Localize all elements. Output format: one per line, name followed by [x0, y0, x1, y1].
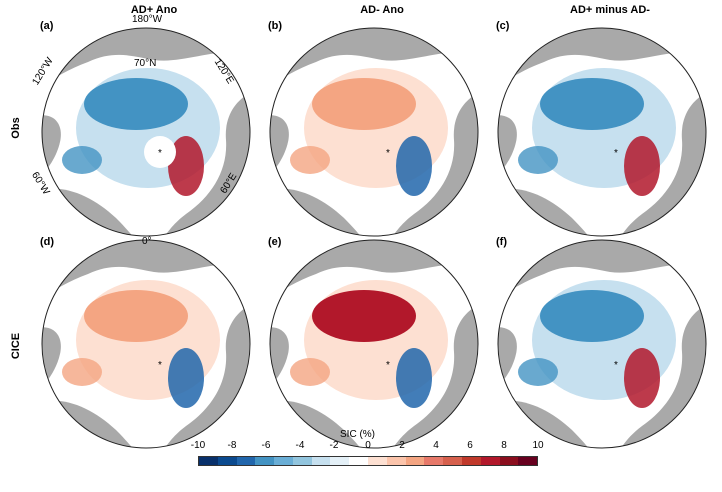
panel-label-d: (d) [40, 236, 55, 248]
map-boundary [497, 27, 707, 237]
colorbar [198, 456, 538, 466]
pole-marker: * [386, 360, 390, 371]
anomaly-field [84, 290, 188, 342]
colorbar-tick: -4 [295, 440, 305, 451]
anomaly-field [62, 358, 102, 386]
colorbar-ticks: -10 -8 -6 -4 -2 0 2 4 6 8 10 [186, 440, 550, 454]
colorbar-segment [217, 457, 237, 465]
panel-label-f: (f) [496, 236, 507, 248]
column-title-1: AD+ Ano [130, 4, 178, 16]
colorbar-segment [311, 457, 331, 465]
panel-label-e: (e) [268, 236, 282, 248]
colorbar-segment [518, 457, 538, 465]
lat-label-70n: 70°N [134, 58, 157, 69]
lon-label-180: 180°W [132, 14, 163, 25]
anomaly-field [168, 348, 204, 408]
colorbar-tick: 4 [433, 440, 439, 451]
colorbar-tick: 0 [365, 440, 371, 451]
colorbar-tick: -6 [261, 440, 271, 451]
colorbar-segment [199, 457, 218, 465]
polar-map-b: * [269, 27, 479, 237]
lon-label-0: 0° [142, 236, 152, 247]
map-panel-c: * [492, 20, 712, 238]
colorbar-tick: -8 [227, 440, 237, 451]
colorbar-segment [236, 457, 256, 465]
map-boundary [269, 239, 479, 449]
anomaly-field [84, 78, 188, 130]
map-panel-e: * [264, 232, 484, 450]
map-boundary [41, 27, 251, 237]
anomaly-field [290, 146, 330, 174]
colorbar-tick: 2 [399, 440, 405, 451]
colorbar-segment [330, 457, 350, 465]
map-panel-b: * [264, 20, 484, 238]
anomaly-field [312, 290, 416, 342]
anomaly-field [62, 146, 102, 174]
polar-map-a: * [41, 27, 251, 237]
panel-label-b: (b) [268, 20, 283, 32]
colorbar-segment [349, 457, 369, 465]
colorbar-segment [255, 457, 275, 465]
pole-hole [144, 136, 176, 168]
column-title-2: AD- Ano [360, 4, 404, 16]
anomaly-field [624, 136, 660, 196]
anomaly-field [540, 290, 644, 342]
colorbar-tick: 10 [532, 440, 544, 451]
map-panel-a: * [36, 20, 256, 238]
map-panel-f: * [492, 232, 712, 450]
colorbar-segment [424, 457, 444, 465]
anomaly-field [168, 136, 204, 196]
colorbar-segment [443, 457, 462, 465]
row-label-cice: CICE [10, 332, 22, 360]
colorbar-segment [461, 457, 481, 465]
anomaly-field [540, 78, 644, 130]
anomaly-field [518, 146, 558, 174]
polar-map-e: * [269, 239, 479, 449]
polar-map-f: * [497, 239, 707, 449]
anomaly-field [396, 136, 432, 196]
row-label-obs: Obs [10, 117, 22, 139]
polar-map-c: * [497, 27, 707, 237]
colorbar-tick: 6 [467, 440, 473, 451]
colorbar-segment [499, 457, 519, 465]
map-boundary [497, 239, 707, 449]
pole-marker: * [614, 148, 618, 159]
anomaly-field [290, 358, 330, 386]
colorbar-segment [386, 457, 406, 465]
colorbar-tick: -10 [190, 440, 206, 451]
map-panel-d: * [36, 232, 256, 450]
colorbar-tick: 8 [501, 440, 507, 451]
polar-map-d: * [41, 239, 251, 449]
pole-marker: * [386, 148, 390, 159]
anomaly-field [624, 348, 660, 408]
map-boundary [269, 27, 479, 237]
colorbar-label: SIC (%) [340, 429, 375, 440]
anomaly-field [518, 358, 558, 386]
colorbar-segment [274, 457, 293, 465]
anomaly-field [312, 78, 416, 130]
pole-marker: * [158, 148, 162, 159]
pole-marker: * [614, 360, 618, 371]
map-boundary [41, 239, 251, 449]
pole-marker: * [158, 360, 162, 371]
colorbar-segment [292, 457, 312, 465]
panel-label-a: (a) [40, 20, 54, 32]
colorbar-segment [480, 457, 500, 465]
colorbar-segment [368, 457, 387, 465]
panel-label-c: (c) [496, 20, 510, 32]
colorbar-tick: -2 [329, 440, 339, 451]
anomaly-field [396, 348, 432, 408]
colorbar-segment [405, 457, 425, 465]
column-title-3: AD+ minus AD- [570, 4, 650, 16]
